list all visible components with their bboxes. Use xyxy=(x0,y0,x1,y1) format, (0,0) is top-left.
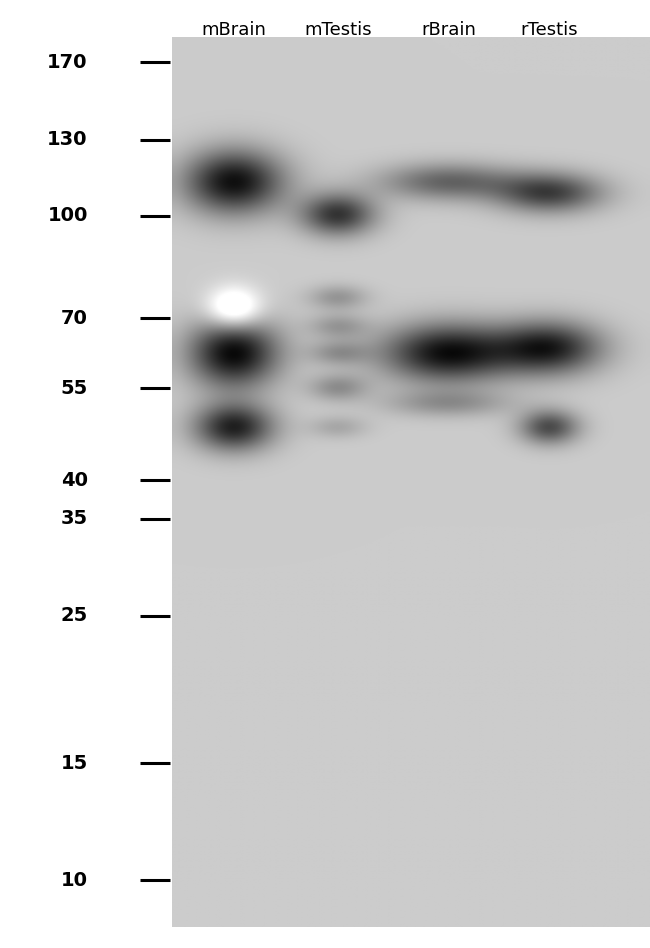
Text: mBrain: mBrain xyxy=(202,21,266,39)
Text: mTestis: mTestis xyxy=(304,21,372,39)
Text: 100: 100 xyxy=(47,206,88,225)
Bar xyxy=(172,927,650,948)
Bar xyxy=(0,0,172,948)
Text: 25: 25 xyxy=(60,606,88,626)
Bar xyxy=(172,0,650,38)
Bar xyxy=(172,38,650,927)
Text: 15: 15 xyxy=(60,754,88,773)
Text: rTestis: rTestis xyxy=(521,21,578,39)
Text: rBrain: rBrain xyxy=(421,21,476,39)
Text: 35: 35 xyxy=(60,509,88,528)
Text: 40: 40 xyxy=(60,470,88,489)
Text: 55: 55 xyxy=(60,378,88,397)
Text: 70: 70 xyxy=(61,309,88,328)
Text: 130: 130 xyxy=(47,130,88,149)
Text: 170: 170 xyxy=(47,53,88,72)
Text: 10: 10 xyxy=(60,870,88,890)
